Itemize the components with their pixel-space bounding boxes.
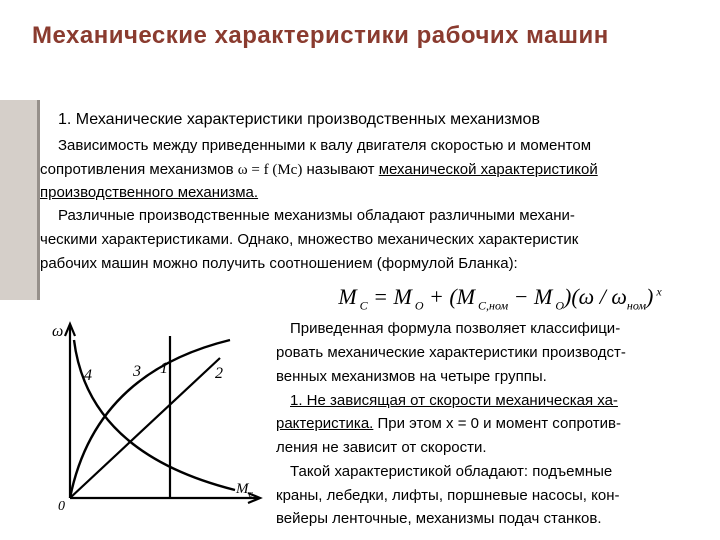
chart-svg: 0 ω Mc 1 2 3 4 <box>40 318 270 513</box>
decorative-sidebar <box>0 100 40 300</box>
r4: 1. Не зависящая от скорости механическая… <box>276 390 720 412</box>
r4a: 1. Не зависящая от скорости механическая… <box>290 392 618 409</box>
curve-2-label: 2 <box>215 365 223 382</box>
r5: ления не зависит от скорости. <box>276 437 720 459</box>
r4-line2: рактеристика. При этом x = 0 и момент со… <box>276 413 720 435</box>
mechanical-characteristics-chart: 0 ω Mc 1 2 3 4 <box>40 318 270 513</box>
section-heading: 1. Механические характеристики производс… <box>40 108 720 131</box>
content-area: 1. Механические характеристики производс… <box>40 108 720 532</box>
intro-line-1: Зависимость между приведенными к валу дв… <box>40 135 720 157</box>
r1: Приведенная формула позволяет классифици… <box>276 318 720 340</box>
r7: краны, лебедки, лифты, поршневые насосы,… <box>276 485 720 507</box>
origin-label: 0 <box>58 499 65 513</box>
curve-4 <box>74 340 235 490</box>
r3: венных механизмов на четыре группы. <box>276 366 720 388</box>
lower-block: 0 ω Mc 1 2 3 4 П <box>40 318 720 532</box>
intro-line-2: сопротивления механизмов ω = f (Mc) назы… <box>40 159 720 204</box>
slide-title: Механические характеристики рабочих маши… <box>32 22 609 50</box>
y-axis-label: ω <box>52 323 63 340</box>
main-equation: M C = M O + (M C,ном − M O)(ω / ωном) x <box>280 281 720 315</box>
intro-line-2b: называют <box>302 161 378 178</box>
inline-formula: ω = f (Mc) <box>238 162 303 178</box>
para-3: рабочих машин можно получить соотношение… <box>40 253 720 275</box>
r4c: При этом x = 0 и момент сопротив- <box>373 415 621 432</box>
r8: вейеры ленточные, механизмы подач станко… <box>276 508 720 530</box>
intro-line-2a: сопротивления механизмов <box>40 161 238 178</box>
para-2: ческими характеристиками. Однако, множес… <box>40 229 720 251</box>
r6: Такой характеристикой обладают: подъемны… <box>276 461 720 483</box>
r2: ровать механические характеристики произ… <box>276 342 720 364</box>
curve-2 <box>70 358 220 498</box>
right-column: Приведенная формула позволяет классифици… <box>276 318 720 532</box>
para-1: Различные производственные механизмы обл… <box>40 205 720 227</box>
r4b: рактеристика. <box>276 415 373 432</box>
curve-3-label: 3 <box>132 363 141 380</box>
curve-4-label: 4 <box>84 367 92 384</box>
slide: Механические характеристики рабочих маши… <box>0 0 720 540</box>
